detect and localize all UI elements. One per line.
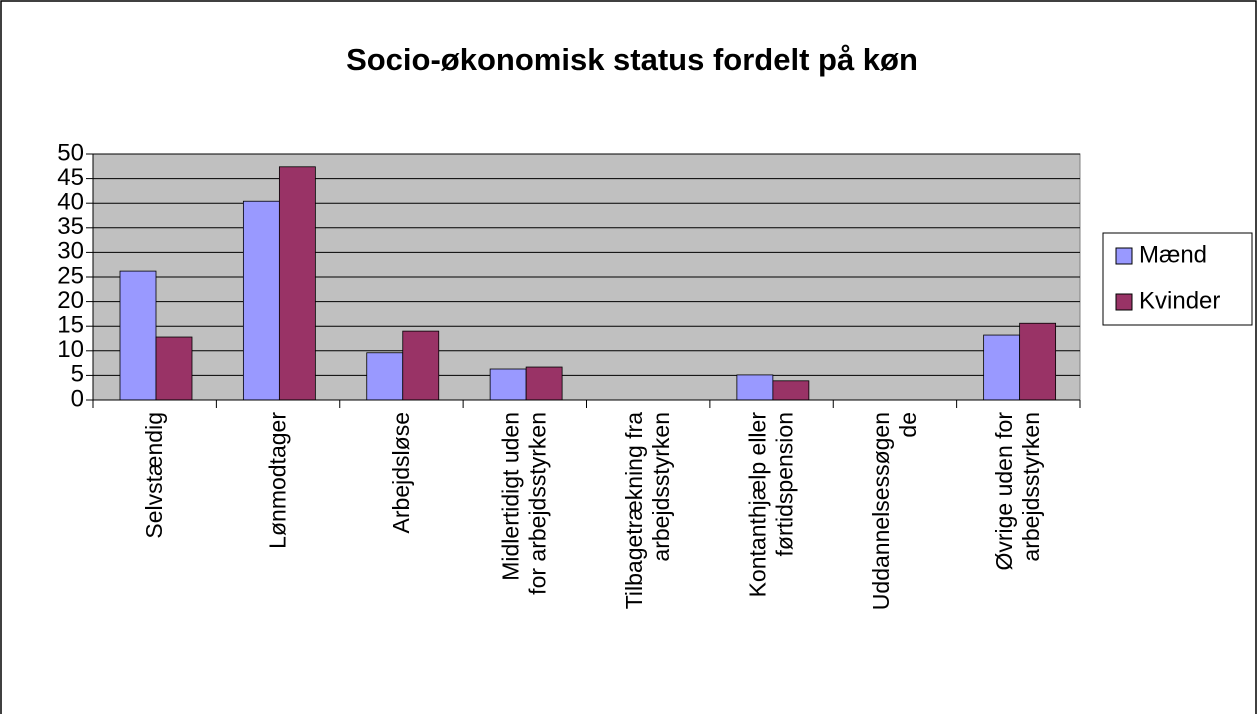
- y-tick-label: 0: [71, 385, 84, 412]
- bar: [736, 374, 774, 401]
- bar: [278, 166, 316, 401]
- x-tick-label: Selvstændig: [141, 412, 167, 539]
- chart-title: Socio-økonomisk status fordelt på køn: [346, 42, 918, 77]
- y-tick-label: 45: [57, 164, 84, 191]
- legend-label: Kvinder: [1139, 287, 1220, 314]
- legend-swatch: [1115, 293, 1133, 311]
- x-tick-label: Uddannelsessøgen: [868, 412, 894, 610]
- bar: [119, 270, 157, 401]
- x-tick-label: for arbejdsstyrken: [525, 412, 551, 595]
- bar: [525, 366, 563, 401]
- bar: [1019, 322, 1057, 401]
- y-tick-label: 10: [57, 336, 84, 363]
- y-tick-label: 50: [57, 139, 84, 166]
- x-tick-label: Øvrige uden for: [991, 412, 1017, 571]
- bar: [772, 380, 810, 401]
- bar: [983, 334, 1021, 401]
- y-tick-label: 40: [57, 189, 84, 216]
- x-tick-label: førtidspension: [771, 412, 797, 556]
- x-tick-label: de: [895, 412, 921, 438]
- y-tick-label: 30: [57, 238, 84, 265]
- x-tick-label: Lønmodtager: [264, 412, 290, 549]
- bar: [242, 200, 280, 401]
- y-tick-label: 35: [57, 213, 84, 240]
- legend-swatch: [1115, 247, 1133, 265]
- bar: [489, 368, 527, 401]
- y-tick-label: 25: [57, 262, 84, 289]
- bar: [155, 336, 193, 401]
- y-tick-label: 15: [57, 312, 84, 339]
- x-tick-label: Tilbagetrækning fra: [621, 412, 647, 610]
- x-tick-label: arbejdsstyrken: [1018, 412, 1044, 562]
- x-tick-label: Arbejdsløse: [388, 412, 414, 533]
- legend-label: Mænd: [1139, 241, 1207, 268]
- y-tick-label: 5: [71, 361, 84, 388]
- x-tick-label: Midlertidigt uden: [498, 412, 524, 581]
- bar: [402, 330, 440, 401]
- x-tick-label: arbejdsstyrken: [648, 412, 674, 562]
- bar: [366, 352, 404, 401]
- y-tick-label: 20: [57, 287, 84, 314]
- x-tick-label: Kontanthjælp eller: [744, 412, 770, 598]
